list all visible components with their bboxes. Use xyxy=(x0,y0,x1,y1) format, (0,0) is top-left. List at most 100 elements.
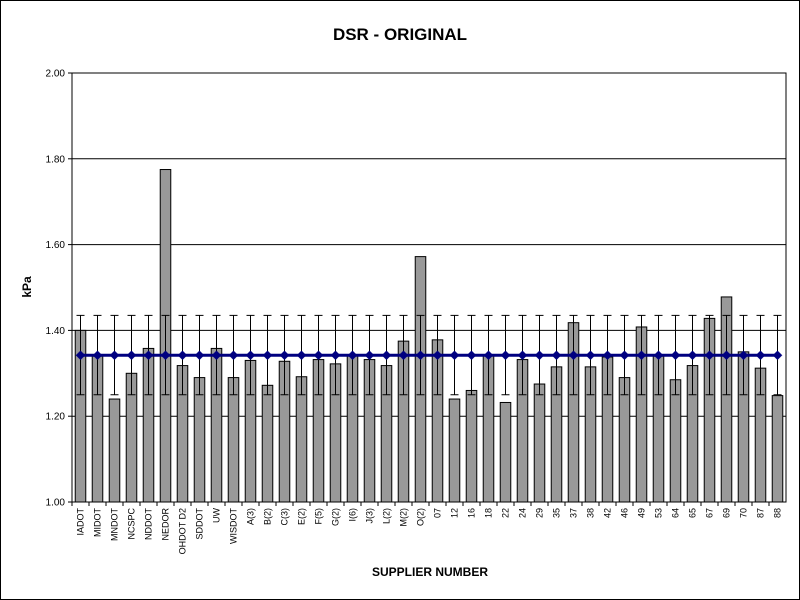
average-marker xyxy=(585,350,596,361)
category-label: C(3) xyxy=(280,508,290,526)
x-axis-categories: IADOT MIDOT MNDOT NCSPC NDDOT NEDOR OHDOT D2 SD… xyxy=(71,502,783,554)
grid-lines xyxy=(72,158,786,417)
average-marker xyxy=(568,350,579,361)
y-tick-label: 1.00 xyxy=(46,498,66,509)
category-label: IADOT xyxy=(76,508,86,536)
chart-title: DSR - ORIGINAL xyxy=(333,25,467,44)
average-marker xyxy=(313,350,324,361)
category-label: NEDOR xyxy=(161,508,171,541)
category-label: 07 xyxy=(433,508,443,518)
average-marker xyxy=(245,350,256,361)
bar xyxy=(618,377,631,503)
category-label: WISDOT xyxy=(229,508,239,544)
category-label: MIDOT xyxy=(93,508,103,537)
category-label: 29 xyxy=(535,508,545,518)
average-marker xyxy=(704,350,715,361)
average-marker xyxy=(296,350,307,361)
average-marker xyxy=(126,350,137,361)
bar xyxy=(193,377,206,503)
category-label: 46 xyxy=(620,508,630,518)
bar xyxy=(108,398,121,503)
bar xyxy=(465,389,478,503)
average-marker xyxy=(75,350,86,361)
average-marker xyxy=(398,350,409,361)
category-label: NCSPC xyxy=(127,508,137,540)
category-label: 87 xyxy=(756,508,766,518)
average-marker xyxy=(466,350,477,361)
y-tick-label: 1.20 xyxy=(46,412,66,423)
average-marker xyxy=(636,350,647,361)
category-label: M(2) xyxy=(399,508,409,527)
category-label: O(2) xyxy=(416,508,426,526)
average-marker xyxy=(262,350,273,361)
category-label: 38 xyxy=(586,508,596,518)
average-marker xyxy=(92,350,103,361)
y-axis-ticks: 1.00 1.20 1.40 1.60 1.80 2.00 xyxy=(46,69,72,509)
category-label: 88 xyxy=(773,508,783,518)
category-label: G(2) xyxy=(331,508,341,526)
average-marker xyxy=(619,350,630,361)
average-marker xyxy=(160,350,171,361)
bar xyxy=(669,379,682,503)
category-label: 49 xyxy=(637,508,647,518)
average-marker xyxy=(415,350,426,361)
y-tick-label: 2.00 xyxy=(46,69,66,80)
average-marker xyxy=(364,350,375,361)
y-tick-label: 1.60 xyxy=(46,240,66,251)
category-label: 22 xyxy=(501,508,511,518)
average-marker xyxy=(194,350,205,361)
bar xyxy=(499,401,512,503)
average-marker xyxy=(517,350,528,361)
average-marker xyxy=(381,350,392,361)
bar xyxy=(448,398,461,503)
category-label: 69 xyxy=(722,508,732,518)
average-marker xyxy=(449,350,460,361)
bar xyxy=(227,377,240,503)
bar xyxy=(261,384,274,503)
category-label: 16 xyxy=(467,508,477,518)
category-label: 70 xyxy=(739,508,749,518)
category-label: L(2) xyxy=(382,508,392,524)
average-marker xyxy=(177,350,188,361)
category-label: 64 xyxy=(671,508,681,518)
average-marker xyxy=(670,350,681,361)
category-label: OHDOT D2 xyxy=(178,508,188,554)
average-marker xyxy=(109,350,120,361)
average-marker xyxy=(330,350,341,361)
category-label: 24 xyxy=(518,508,528,518)
average-marker xyxy=(721,350,732,361)
bar xyxy=(295,376,308,503)
average-marker xyxy=(534,350,545,361)
category-label: NDDOT xyxy=(144,508,154,540)
y-axis-label: kPa xyxy=(20,276,34,298)
category-label: B(2) xyxy=(263,508,273,525)
category-label: UW xyxy=(212,508,222,523)
average-marker xyxy=(432,350,443,361)
category-label: MNDOT xyxy=(110,508,120,541)
average-marker xyxy=(143,350,154,361)
bar xyxy=(533,383,546,503)
y-tick-label: 1.80 xyxy=(46,154,66,165)
average-marker xyxy=(500,350,511,361)
category-label: SDDOT xyxy=(195,507,205,539)
category-label: 67 xyxy=(705,508,715,518)
category-label: 18 xyxy=(484,508,494,518)
average-line-series xyxy=(75,350,783,361)
y-tick-label: 1.40 xyxy=(46,326,66,337)
average-marker xyxy=(738,350,749,361)
bar xyxy=(771,395,784,503)
average-marker xyxy=(602,350,613,361)
average-marker xyxy=(755,350,766,361)
category-label: 65 xyxy=(688,508,698,518)
average-marker xyxy=(687,350,698,361)
category-label: 35 xyxy=(552,508,562,518)
category-label: E(2) xyxy=(297,508,307,525)
average-marker xyxy=(483,350,494,361)
average-marker xyxy=(653,350,664,361)
average-marker xyxy=(211,350,222,361)
average-marker xyxy=(772,350,783,361)
category-label: J(3) xyxy=(365,508,375,524)
average-marker xyxy=(228,350,239,361)
